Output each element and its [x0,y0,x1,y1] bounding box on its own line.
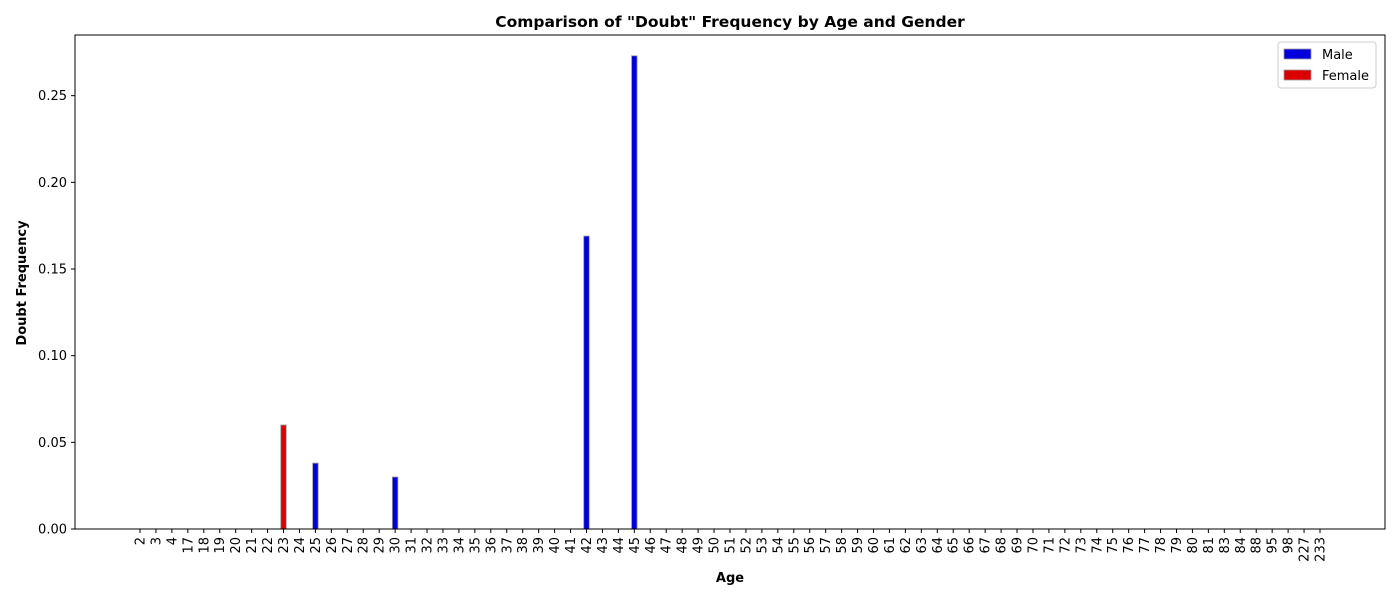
x-tick-label: 22 [261,537,276,554]
bar-female-age-23 [280,424,287,530]
x-tick-label: 26 [325,537,340,554]
x-tick-label: 23 [277,537,292,554]
x-tick-label: 60 [867,537,882,554]
x-tick-label: 74 [1090,537,1105,554]
y-tick-label: 0.15 [38,263,67,278]
x-tick-label: 54 [771,537,786,554]
x-tick-label: 77 [1138,537,1153,554]
x-tick-label: 51 [724,537,739,554]
x-tick-label: 55 [787,537,802,554]
x-tick-label: 48 [676,537,691,554]
x-tick-label: 68 [995,537,1010,554]
x-tick-label: 81 [1202,537,1217,554]
x-tick-label: 52 [739,537,754,554]
x-tick-label: 50 [708,537,723,554]
bar-male-age-25 [312,462,319,530]
x-tick-label: 57 [819,537,834,554]
x-tick-label: 36 [484,537,499,554]
x-tick-label: 3 [149,537,164,545]
x-tick-label: 17 [181,537,196,554]
x-tick-label: 41 [564,537,579,554]
y-tick-label: 0.00 [38,523,67,538]
x-tick-label: 72 [1058,537,1073,554]
x-tick-label: 45 [628,537,643,554]
x-tick-label: 4 [165,537,180,545]
x-tick-label: 49 [692,537,707,554]
x-tick-label: 34 [452,537,467,554]
x-tick-label: 227 [1298,537,1313,562]
x-tick-label: 80 [1186,537,1201,554]
y-tick-label: 0.20 [38,176,67,191]
x-tick-label: 63 [915,537,930,554]
x-tick-label: 30 [389,537,404,554]
plot-area: 0.000.050.100.150.200.252 3 4 17 18 19 20 21 22 2… [38,34,1386,562]
bar-male-age-42 [583,235,590,530]
legend-label-female: Female [1322,69,1369,84]
x-tick-label: 88 [1250,537,1265,554]
x-tick-label: 24 [293,537,308,554]
x-tick-label: 79 [1170,537,1185,554]
x-tick-label: 84 [1234,537,1249,554]
x-tick-label: 69 [1011,537,1026,554]
x-tick-label: 233 [1314,537,1329,562]
bar-male-age-45 [631,55,638,530]
x-tick-label: 67 [979,537,994,554]
x-tick-label: 98 [1282,537,1297,554]
x-tick-label: 59 [851,537,866,554]
x-tick-label: 33 [436,537,451,554]
y-axis-title: Doubt Frequency [15,220,30,346]
x-tick-label: 25 [309,537,324,554]
x-tick-label: 61 [883,537,898,554]
x-tick-label: 20 [229,537,244,554]
chart-title: Comparison of "Doubt" Frequency by Age a… [495,13,965,31]
x-tick-label: 58 [835,537,850,554]
y-tick-label: 0.25 [38,89,67,104]
x-tick-label: 62 [899,537,914,554]
x-tick-label: 95 [1266,537,1281,554]
x-tick-label: 37 [500,537,515,554]
x-tick-label: 71 [1042,537,1057,554]
x-tick-label: 66 [963,537,978,554]
x-tick-label: 21 [245,537,260,554]
x-tick-label: 19 [213,537,228,554]
x-tick-label: 73 [1074,537,1089,554]
x-tick-label: 64 [931,537,946,554]
x-tick-label: 83 [1218,537,1233,554]
x-tick-label: 35 [468,537,483,554]
x-tick-label: 65 [947,537,962,554]
x-tick-label: 38 [516,537,531,554]
x-tick-label: 28 [357,537,372,554]
x-tick-label: 18 [197,537,212,554]
x-tick-label: 27 [341,537,356,554]
bar-male-age-30 [391,476,399,530]
y-tick-label: 0.10 [38,349,67,364]
x-tick-label: 76 [1122,537,1137,554]
legend: Male Female [1277,41,1377,89]
x-tick-label: 43 [596,537,611,554]
x-tick-label: 31 [405,537,420,554]
plot-frame [74,34,1386,530]
x-tick-label: 78 [1154,537,1169,554]
legend-label-male: Male [1322,48,1353,63]
x-tick-label: 42 [580,537,595,554]
x-tick-label: 75 [1106,537,1121,554]
x-tick-label: 39 [532,537,547,554]
x-tick-label: 56 [803,537,818,554]
legend-swatch-female [1283,69,1312,81]
x-tick-label: 44 [612,537,627,554]
x-tick-label: 2 [134,537,149,545]
x-tick-label: 53 [755,537,770,554]
legend-swatch-male [1283,48,1312,60]
x-tick-label: 29 [373,537,388,554]
x-axis-title: Age [716,571,744,586]
x-tick-label: 32 [421,537,436,554]
x-tick-label: 40 [548,537,563,554]
x-tick-label: 47 [660,537,675,554]
x-tick-label: 70 [1026,537,1041,554]
y-tick-label: 0.05 [38,436,67,451]
x-tick-label: 46 [644,537,659,554]
